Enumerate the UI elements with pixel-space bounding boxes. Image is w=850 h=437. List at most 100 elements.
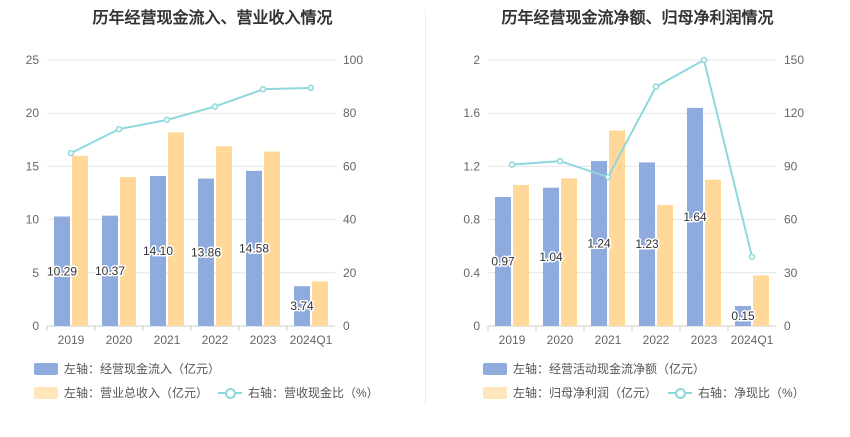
left-axis-tick-label: 1.6 [463, 106, 480, 120]
right-axis-tick-label: 100 [343, 53, 363, 67]
x-axis-tick-label: 2020 [106, 333, 133, 347]
right-chart-panel: 历年经营现金流净额、归母净利润情况 0 0 0.4 30 0.8 60 1.2 90 1.6 12… [425, 0, 850, 437]
left-axis-tick-label: 2 [473, 53, 480, 67]
x-axis-tick-label: 2024Q1 [290, 333, 333, 347]
bar-series1 [54, 216, 70, 326]
left-axis-tick-label: 10 [26, 213, 40, 227]
panel-divider [425, 10, 426, 405]
x-axis-tick-label: 2023 [250, 333, 277, 347]
ratio-point [700, 56, 708, 64]
ratio-point [748, 253, 756, 261]
right-axis-tick-label: 150 [784, 53, 804, 67]
x-axis-tick-label: 2022 [643, 333, 670, 347]
ratio-point [604, 173, 612, 181]
right-legend-bar1[interactable]: 左轴：经营活动现金流净额（亿元） [483, 360, 705, 377]
bar-series2 [216, 146, 232, 326]
legend-swatch-bar1 [34, 362, 58, 375]
bar-series1 [294, 286, 310, 326]
left-axis-tick-label: 5 [32, 266, 39, 280]
bar-series1 [639, 162, 655, 326]
bar-series2 [72, 155, 88, 326]
left-legend-bar1[interactable]: 左轴：经营现金流入（亿元） [34, 360, 220, 377]
bar-series1 [495, 196, 511, 326]
bar-data-label: 14.10 [143, 244, 173, 258]
x-axis-tick-label: 2021 [154, 333, 181, 347]
bar-series2 [753, 275, 769, 326]
right-axis-tick-label: 60 [784, 213, 798, 227]
bar-series2 [609, 130, 625, 326]
bar-series2 [312, 281, 328, 326]
ratio-line [511, 58, 753, 258]
left-axis-tick-label: 0.4 [463, 266, 480, 280]
ratio-point [508, 161, 516, 168]
left-axis-tick-label: 0 [32, 319, 39, 333]
legend-swatch-line [668, 387, 692, 399]
bar-series1 [150, 175, 166, 326]
bar-data-label: 1.04 [539, 250, 563, 264]
x-axis-tick-label: 2022 [202, 333, 229, 347]
x-axis-tick-label: 2023 [691, 333, 718, 347]
right-axis-tick-label: 0 [343, 319, 350, 333]
ratio-point [652, 83, 660, 90]
right-axis-tick-label: 90 [784, 159, 798, 173]
ratio-point [163, 116, 171, 124]
right-legend-line[interactable]: 右轴：净现比（%） [668, 384, 805, 401]
ratio-point [211, 103, 219, 110]
bar-data-label: 10.29 [47, 264, 77, 278]
bar-series1 [735, 306, 751, 326]
legend-swatch-line [218, 387, 242, 399]
right-axis-tick-label: 40 [343, 213, 357, 227]
right-legend-bar2-label: 左轴：归母净利润（亿元） [513, 386, 658, 400]
ratio-point [67, 149, 75, 157]
legend-swatch-bar2 [34, 386, 58, 399]
bar-data-label: 10.37 [95, 264, 125, 278]
legend-swatch-bar1 [483, 362, 507, 375]
bar-data-label: 0.97 [491, 254, 515, 268]
legend-swatch-bar2 [483, 386, 507, 399]
left-chart-panel: 历年经营现金流入、营业收入情况 0 0 5 20 10 40 15 60 20 80 25 100 20… [26, 10, 379, 401]
left-axis-tick-label: 0 [473, 319, 480, 333]
bar-series2 [264, 151, 280, 326]
bar-series1 [198, 178, 214, 326]
right-chart-svg: 0 0 0.4 30 0.8 60 1.2 90 1.6 120 2 150 2019 0.97 2020 1… [463, 53, 804, 347]
ratio-point [307, 84, 315, 92]
bar-series1 [246, 170, 262, 326]
bar-data-label: 1.23 [635, 237, 659, 251]
right-legend-line-label: 右轴：净现比（%） [698, 386, 805, 400]
bar-series2 [168, 132, 184, 326]
x-axis-tick-label: 2019 [499, 333, 526, 347]
right-axis-tick-label: 0 [784, 319, 791, 333]
right-axis-tick-label: 80 [343, 106, 357, 120]
bar-data-label: 1.24 [587, 237, 611, 251]
ratio-point [556, 157, 564, 165]
bar-series1 [591, 161, 607, 326]
bar-series2 [705, 179, 721, 326]
bar-series2 [513, 185, 529, 326]
right-axis-tick-label: 60 [343, 159, 357, 173]
left-legend-bar2-label: 左轴：营业总收入（亿元） [64, 386, 209, 400]
ratio-point [259, 86, 267, 93]
bar-data-label: 14.58 [239, 241, 269, 255]
left-axis-tick-label: 15 [26, 159, 40, 173]
bar-series1 [102, 215, 118, 326]
ratio-line [70, 86, 312, 154]
left-axis-tick-label: 25 [26, 53, 40, 67]
bar-data-label: 1.64 [683, 210, 707, 224]
left-legend-line-label: 右轴：营收现金比（%） [248, 386, 379, 400]
bar-series2 [120, 177, 136, 326]
bar-series1 [543, 187, 559, 326]
x-axis-tick-label: 2019 [58, 333, 85, 347]
right-legend-bar1-label: 左轴：经营活动现金流净额（亿元） [513, 362, 706, 376]
right-legend-bar2[interactable]: 左轴：归母净利润（亿元） [483, 384, 657, 401]
left-chart-title: 历年经营现金流入、营业收入情况 [92, 10, 333, 27]
x-axis-tick-label: 2024Q1 [731, 333, 774, 347]
left-axis-tick-label: 1.2 [463, 159, 480, 173]
left-legend-bar2[interactable]: 左轴：营业总收入（亿元） [34, 384, 208, 401]
bar-data-label: 3.74 [290, 299, 314, 313]
left-axis-tick-label: 20 [26, 106, 40, 120]
ratio-point [115, 125, 123, 133]
left-axis-tick-label: 0.8 [463, 213, 480, 227]
right-axis-tick-label: 20 [343, 266, 357, 280]
bar-data-label: 13.86 [191, 245, 221, 259]
left-legend-line[interactable]: 右轴：营收现金比（%） [218, 384, 379, 401]
